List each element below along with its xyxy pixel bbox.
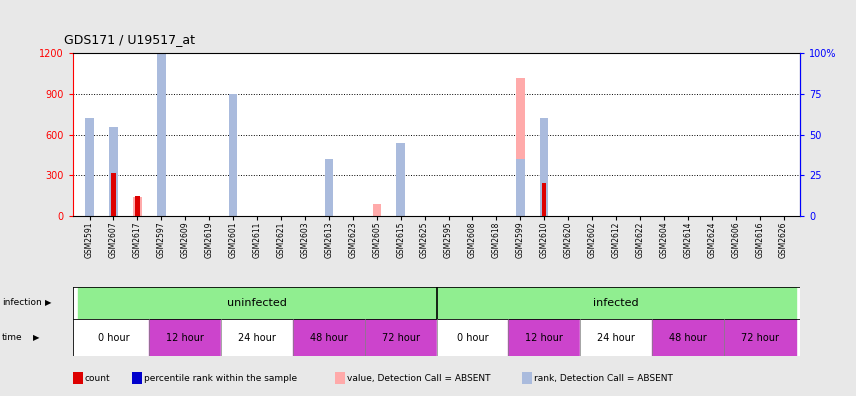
Bar — [110, 126, 117, 216]
Text: 12 hour: 12 hour — [166, 333, 205, 343]
Bar — [221, 319, 293, 356]
Bar — [149, 319, 221, 356]
Text: rank, Detection Call = ABSENT: rank, Detection Call = ABSENT — [534, 374, 673, 383]
Bar — [580, 319, 652, 356]
Text: infection: infection — [2, 299, 41, 307]
Bar — [293, 319, 365, 356]
Bar — [78, 287, 437, 319]
Text: GDS171 / U19517_at: GDS171 / U19517_at — [64, 32, 195, 46]
Text: value, Detection Call = ABSENT: value, Detection Call = ABSENT — [347, 374, 490, 383]
Bar — [437, 319, 508, 356]
Text: infected: infected — [593, 298, 639, 308]
Bar — [110, 174, 117, 216]
Text: ▶: ▶ — [45, 299, 51, 307]
Bar — [86, 118, 93, 216]
Bar — [516, 159, 525, 216]
Text: ▶: ▶ — [33, 333, 39, 342]
Text: 24 hour: 24 hour — [597, 333, 635, 343]
Bar — [540, 118, 549, 216]
Bar — [652, 319, 724, 356]
Text: 24 hour: 24 hour — [238, 333, 276, 343]
Text: 72 hour: 72 hour — [382, 333, 419, 343]
Bar — [724, 319, 795, 356]
Bar — [158, 53, 165, 216]
Text: 48 hour: 48 hour — [310, 333, 348, 343]
Bar — [516, 78, 525, 216]
Text: uninfected: uninfected — [227, 298, 287, 308]
Text: 0 hour: 0 hour — [456, 333, 488, 343]
Bar — [437, 287, 795, 319]
Bar — [78, 319, 149, 356]
Text: time: time — [2, 333, 22, 342]
Bar — [135, 196, 140, 216]
Text: 12 hour: 12 hour — [526, 333, 563, 343]
Bar — [229, 186, 237, 216]
Bar — [229, 94, 237, 216]
Bar — [540, 185, 549, 216]
Bar — [372, 204, 381, 216]
Bar — [134, 197, 141, 216]
Bar — [365, 319, 437, 356]
Bar — [508, 319, 580, 356]
Text: count: count — [85, 374, 110, 383]
Text: 72 hour: 72 hour — [740, 333, 779, 343]
Bar — [542, 183, 546, 216]
Bar — [396, 143, 405, 216]
Bar — [324, 159, 333, 216]
Text: 0 hour: 0 hour — [98, 333, 129, 343]
Text: percentile rank within the sample: percentile rank within the sample — [144, 374, 297, 383]
Bar — [111, 173, 116, 216]
Text: 48 hour: 48 hour — [669, 333, 707, 343]
